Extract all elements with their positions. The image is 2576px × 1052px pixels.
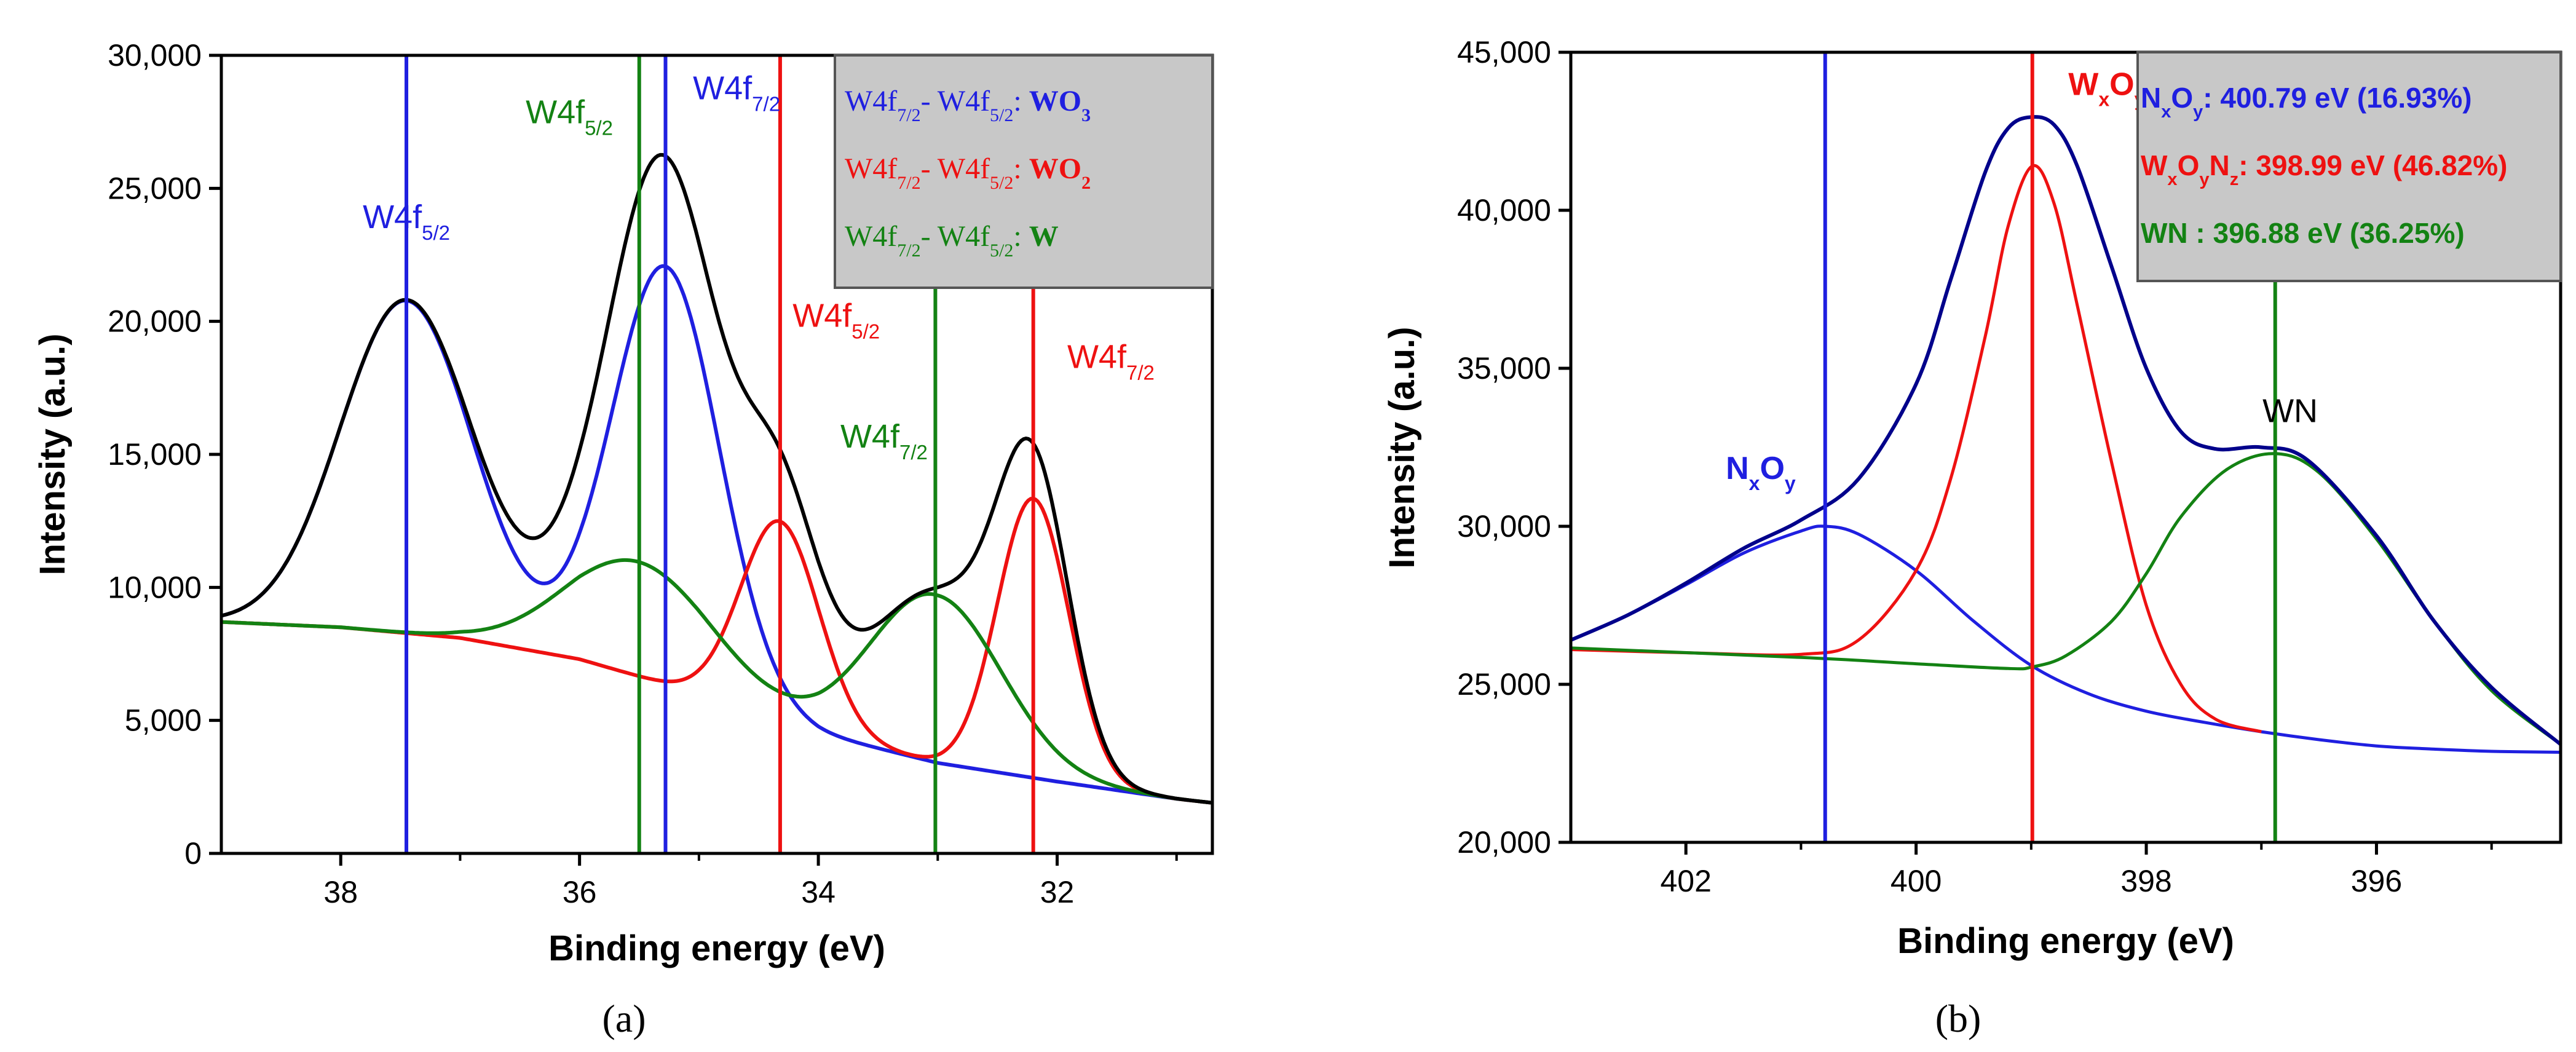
panel-a-legend: W4f7/2- W4f5/2: WO3 W4f7/2- W4f5/2: WO2 W4… — [834, 54, 1214, 289]
panel-a-series-line — [221, 558, 1213, 805]
panel-b-ytick-label: 40,000 — [1457, 193, 1551, 227]
panel-b-legend-entry: WxOyNz: 398.99 eV (46.82%) — [2141, 149, 2508, 189]
panel-a-ytick-label: 25,000 — [108, 171, 202, 205]
panel-b-ytick-label: 35,000 — [1457, 351, 1551, 386]
panel-a-legend-box — [834, 54, 1214, 289]
panel-a-xlabel: Binding energy (eV) — [548, 928, 885, 968]
panel-a-peak-label: W4f7/2 — [693, 69, 780, 115]
panel-b-peak-labels: NxOyWxOyNzWN — [1726, 66, 2318, 494]
panel-a-ticks: 0 5,000 10,000 15,000 20,000 25,000 30,000 38 36… — [108, 38, 1178, 909]
panel-b-xtick-label: 398 — [2120, 864, 2171, 898]
panel-b: 20,000 25,000 30,000 35,000 40,000 45,000 402 4… — [1382, 35, 2562, 1040]
panel-b-xtick-label: 402 — [1660, 864, 1711, 898]
panel-b-peak-label: WN — [2262, 392, 2318, 429]
panel-a-legend-entry: W4f7/2- W4f5/2: WO2 — [845, 152, 1091, 193]
panel-b-ytick-label: 25,000 — [1457, 667, 1551, 702]
panel-b-ytick-label: 20,000 — [1457, 825, 1551, 860]
panel-a-ytick-label: 0 — [184, 836, 202, 871]
panel-b-legend-entry: WN : 396.88 eV (36.25%) — [2141, 217, 2465, 249]
panel-a-xtick-label: 38 — [323, 875, 358, 909]
panel-a-xtick-label: 34 — [801, 875, 836, 909]
panel-a-peak-labels: W4f5/2 W4f7/2 W4f5/2 W4f5/2 W4f7/2 W4f7/2 — [363, 69, 1155, 463]
panel-a-ytick-label: 15,000 — [108, 437, 202, 472]
panel-a-peak-label: W4f5/2 — [792, 297, 880, 342]
panel-a-ytick-label: 5,000 — [125, 703, 202, 738]
panel-a-caption: (a) — [602, 997, 646, 1040]
panel-b-xtick-label: 400 — [1891, 864, 1942, 898]
panel-a-peak-label: W4f7/2 — [840, 418, 928, 464]
panel-b-legend-box — [2136, 51, 2562, 282]
panel-a-xtick-label: 32 — [1040, 875, 1075, 909]
panel-a-peak-label: W4f5/2 — [526, 93, 613, 139]
panel-b-series-line — [1570, 452, 2562, 746]
panel-b-caption: (b) — [1935, 997, 1981, 1040]
panel-b-xlabel: Binding energy (eV) — [1897, 921, 2234, 961]
panel-a-ytick-label: 30,000 — [108, 38, 202, 73]
panel-a-legend-entry: W4f7/2- W4f5/2: W — [845, 220, 1059, 261]
panel-b-peak-label: NxOy — [1726, 451, 1796, 494]
panel-b-ylabel: Intensity (a.u.) — [1382, 326, 1422, 568]
panel-a-ylabel: Intensity (a.u.) — [33, 333, 73, 575]
panel-a-reference-lines — [405, 55, 1035, 853]
panel-a-ytick-label: 20,000 — [108, 304, 202, 339]
panel-b-plot-frame — [1569, 50, 2562, 844]
panel-a-peak-label: W4f5/2 — [363, 199, 450, 244]
panel-b-xtick-label: 396 — [2351, 864, 2402, 898]
panel-a-envelope-line — [221, 152, 1213, 805]
panel-b-ytick-label: 45,000 — [1457, 35, 1551, 69]
panel-b-envelope-line — [1570, 115, 2562, 746]
panel-a-xtick-label: 36 — [563, 875, 597, 909]
panel-a-curves — [221, 152, 1213, 805]
panel-a: 0 5,000 10,000 15,000 20,000 25,000 30,000 38 36… — [33, 38, 1214, 1040]
panel-b-legend-entry: NxOy: 400.79 eV (16.93%) — [2141, 82, 2472, 122]
panel-b-series-line — [1570, 524, 2561, 754]
panel-b-ytick-label: 30,000 — [1457, 509, 1551, 544]
panel-a-peak-label: W4f7/2 — [1067, 338, 1155, 384]
panel-a-legend-entry: W4f7/2- W4f5/2: WO3 — [845, 85, 1091, 125]
panel-b-ticks: 20,000 25,000 30,000 35,000 40,000 45,000 402 4… — [1457, 35, 2493, 898]
panel-b-legend: NxOy: 400.79 eV (16.93%) WxOyNz: 398.99 e… — [2136, 51, 2562, 282]
panel-a-ytick-label: 10,000 — [108, 570, 202, 604]
